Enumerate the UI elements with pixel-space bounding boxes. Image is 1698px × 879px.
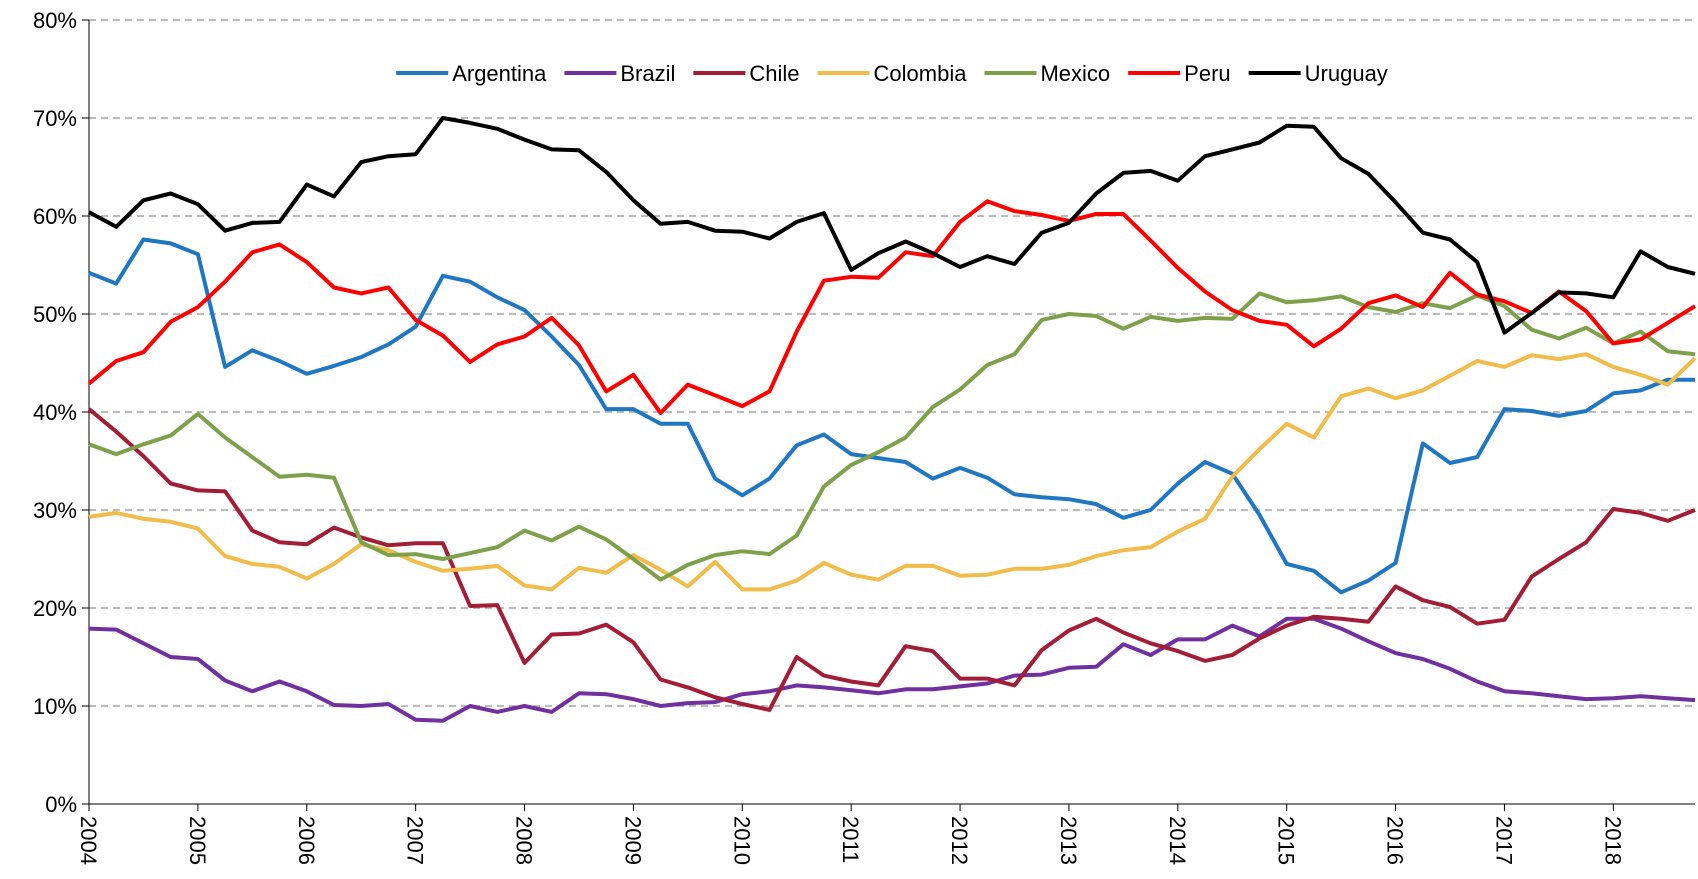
x-tick-label: 2007 (403, 816, 428, 865)
x-tick-label: 2006 (294, 816, 319, 865)
x-tick-label: 2017 (1491, 816, 1516, 865)
y-tick-label: 20% (33, 596, 77, 621)
x-tick-label: 2015 (1274, 816, 1299, 865)
series-line (88, 291, 1696, 582)
legend-label: Brazil (620, 61, 675, 86)
y-tick-label: 70% (33, 106, 77, 131)
x-tick-label: 2012 (947, 816, 972, 865)
x-tick-label: 2014 (1165, 816, 1190, 865)
series-line (87, 199, 1697, 415)
series-line (88, 237, 1695, 595)
x-tick-label: 2009 (620, 816, 645, 865)
x-tick-label: 2004 (76, 816, 101, 865)
legend-label: Argentina (452, 61, 547, 86)
y-tick-label: 60% (33, 204, 77, 229)
legend-label: Colombia (874, 61, 968, 86)
y-tick-label: 30% (33, 498, 77, 523)
y-tick-label: 40% (33, 400, 77, 425)
legend-label: Uruguay (1305, 61, 1388, 86)
series-line (88, 116, 1696, 335)
x-tick-label: 2010 (729, 816, 754, 865)
legend-label: Mexico (1040, 61, 1110, 86)
x-tick-label: 2016 (1383, 816, 1408, 865)
x-tick-label: 2018 (1600, 816, 1625, 865)
y-tick-label: 10% (33, 694, 77, 719)
legend-label: Chile (749, 61, 799, 86)
x-tick-label: 2013 (1056, 816, 1081, 865)
series-line (88, 352, 1697, 592)
legend-label: Peru (1184, 61, 1230, 86)
x-tick-label: 2008 (512, 816, 537, 865)
y-tick-label: 80% (33, 8, 77, 33)
legend: Argentina Brazil Chile Colombia Mexico Peru Ur… (396, 61, 1388, 86)
series-line (87, 407, 1696, 712)
y-tick-label: 0% (45, 792, 77, 817)
series-line (88, 616, 1696, 723)
y-tick-label: 50% (33, 302, 77, 327)
x-tick-label: 2011 (838, 816, 863, 863)
x-tick-label: 2005 (185, 816, 210, 865)
